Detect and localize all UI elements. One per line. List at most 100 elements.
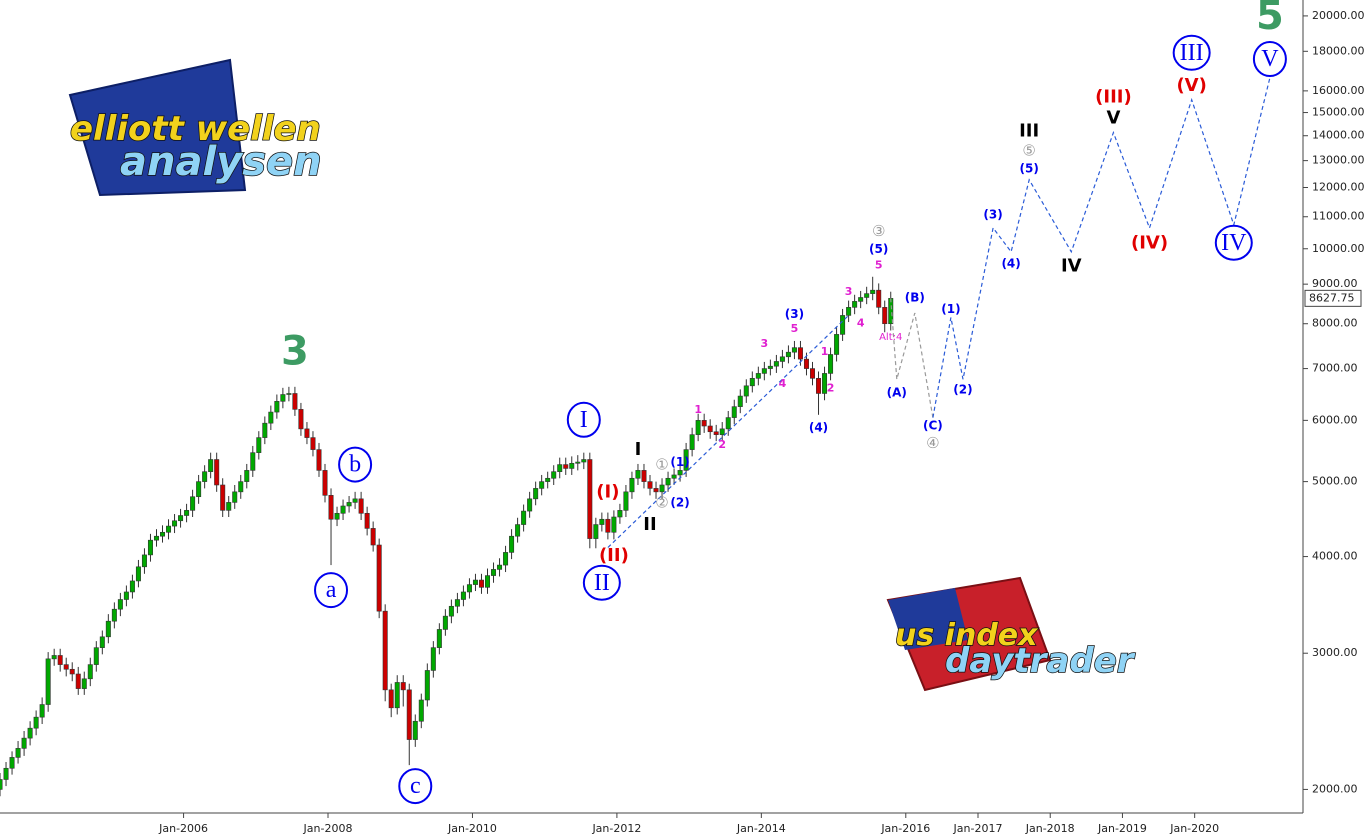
wave-label: V <box>1106 107 1120 128</box>
candle-body <box>238 481 244 493</box>
y-tick-label: 7000.00 <box>1312 362 1358 375</box>
x-tick-label: Jan-2008 <box>303 822 353 835</box>
x-tick-label: Jan-2019 <box>1097 822 1147 835</box>
candle-body <box>870 289 876 294</box>
wave-label: 5 <box>791 322 799 335</box>
candle-body <box>280 394 286 402</box>
candle-body <box>846 307 852 316</box>
y-tick-label: 18000.00 <box>1312 44 1365 57</box>
candle-body <box>412 720 418 740</box>
candle-body <box>394 682 400 709</box>
candle-body <box>779 356 785 362</box>
candle-body <box>93 647 99 665</box>
wave-label: (I) <box>596 481 619 502</box>
candle-body <box>545 477 551 482</box>
candle-body <box>454 599 460 607</box>
candle-body <box>466 584 472 593</box>
candle-body <box>593 524 599 539</box>
wave-path <box>890 298 934 418</box>
candle-body <box>527 498 533 512</box>
candle-body <box>129 580 135 593</box>
label-circle <box>398 768 433 805</box>
candle-body <box>569 463 575 469</box>
wave-label: 5 <box>1256 0 1284 39</box>
candle-body <box>220 484 226 511</box>
wave-label: I <box>635 439 642 460</box>
candle-body <box>828 354 834 374</box>
wave-label: ⑤ <box>1022 142 1035 160</box>
wave-label: b <box>349 452 361 478</box>
candle-body <box>803 358 809 369</box>
candle-body <box>629 477 635 493</box>
x-tick-label: Jan-2014 <box>736 822 786 835</box>
wave-label: ① <box>655 456 668 474</box>
candle-body <box>478 579 484 588</box>
candle-body <box>322 470 328 496</box>
candle-body <box>141 554 147 568</box>
candle-body <box>840 315 846 335</box>
candle-body <box>9 757 15 769</box>
label-circle <box>1214 224 1253 261</box>
y-tick-label: 6000.00 <box>1312 413 1358 426</box>
candle-body <box>695 420 701 435</box>
candle-body <box>123 591 129 600</box>
wave-label: 2 <box>718 438 726 451</box>
candle-body <box>882 307 888 325</box>
wave-label: (A) <box>887 385 907 399</box>
wave-label: 5 <box>875 258 883 271</box>
candle-body <box>749 378 755 387</box>
candle-body <box>689 434 695 450</box>
candle-body <box>809 368 815 379</box>
candle-body <box>448 605 454 617</box>
candle-body <box>460 591 466 600</box>
candle-body <box>39 704 45 718</box>
candle-body <box>358 498 364 514</box>
candle-body <box>743 385 749 397</box>
candle-body <box>274 401 280 413</box>
logo-line: analysen <box>120 139 322 185</box>
candle-body <box>707 425 713 433</box>
candle-body <box>45 658 51 705</box>
candle-body <box>99 636 105 648</box>
candles <box>0 276 894 797</box>
x-tick-label: Jan-2020 <box>1169 822 1219 835</box>
wave-label: (II) <box>599 545 629 566</box>
label-circle <box>314 572 349 609</box>
candle-body <box>623 491 629 511</box>
label-circle <box>566 401 601 438</box>
last-price-box <box>1304 289 1362 307</box>
candle-body <box>262 422 268 438</box>
candle-body <box>244 470 250 482</box>
wave-label: (III) <box>1095 86 1132 107</box>
candle-body <box>557 464 563 472</box>
candle-body <box>491 569 497 576</box>
candle-body <box>641 470 647 482</box>
candle-body <box>497 564 503 570</box>
candle-body <box>105 620 111 638</box>
candle-body <box>876 289 882 308</box>
wave-label: III <box>1180 40 1204 66</box>
wave-label: 3 <box>845 285 853 298</box>
candle-body <box>822 373 828 394</box>
wave-label: (3) <box>785 307 804 321</box>
candle-body <box>172 520 178 527</box>
candle-body <box>376 544 382 612</box>
candle-body <box>160 531 166 537</box>
label-circle <box>1252 41 1287 78</box>
candle-body <box>611 516 617 533</box>
logo-flag-canton <box>888 588 968 650</box>
candle-body <box>69 668 75 675</box>
candle-body <box>719 428 725 435</box>
y-tick-label: 3000.00 <box>1312 646 1358 659</box>
candle-body <box>81 678 87 689</box>
logo-usindex: us index daytrader <box>886 576 1137 692</box>
candle-body <box>400 682 406 691</box>
candle-body <box>316 449 322 471</box>
candle-body <box>166 525 172 533</box>
candle-body <box>406 689 412 740</box>
candle-body <box>352 498 358 503</box>
y-tick-label: 9000.00 <box>1312 277 1358 290</box>
candle-body <box>485 575 491 588</box>
wave-label: 1 <box>694 403 702 416</box>
candle-body <box>834 334 840 355</box>
